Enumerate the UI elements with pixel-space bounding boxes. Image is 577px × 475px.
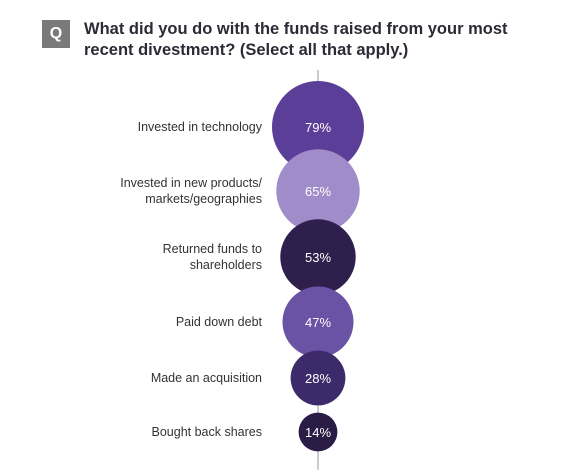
category-label-5: Bought back shares [152,425,263,439]
bubble-1 [276,149,360,233]
bubble-5 [298,412,338,452]
bubble-3 [282,286,354,358]
category-label-4: Made an acquisition [151,371,262,385]
bubble-value-label-5: 14% [305,425,331,440]
bubble-value-label-1: 65% [305,184,331,199]
category-label-0: Invested in technology [138,120,263,134]
category-label-3: Paid down debt [176,315,263,329]
bubble-4 [290,350,346,406]
bubble-value-label-4: 28% [305,371,331,386]
category-label-2: Returned funds to shareholders [163,242,262,272]
bubble-value-label-2: 53% [305,250,331,265]
bubble-2 [280,219,356,295]
bubble-value-label-0: 79% [305,120,331,135]
question-badge: Q [42,20,70,48]
category-label-1: Invested in new products/markets/geograp… [120,176,262,206]
question-title: What did you do with the funds raised fr… [84,20,508,59]
bubble-value-label-3: 47% [305,315,331,330]
bubble-0 [272,81,364,173]
